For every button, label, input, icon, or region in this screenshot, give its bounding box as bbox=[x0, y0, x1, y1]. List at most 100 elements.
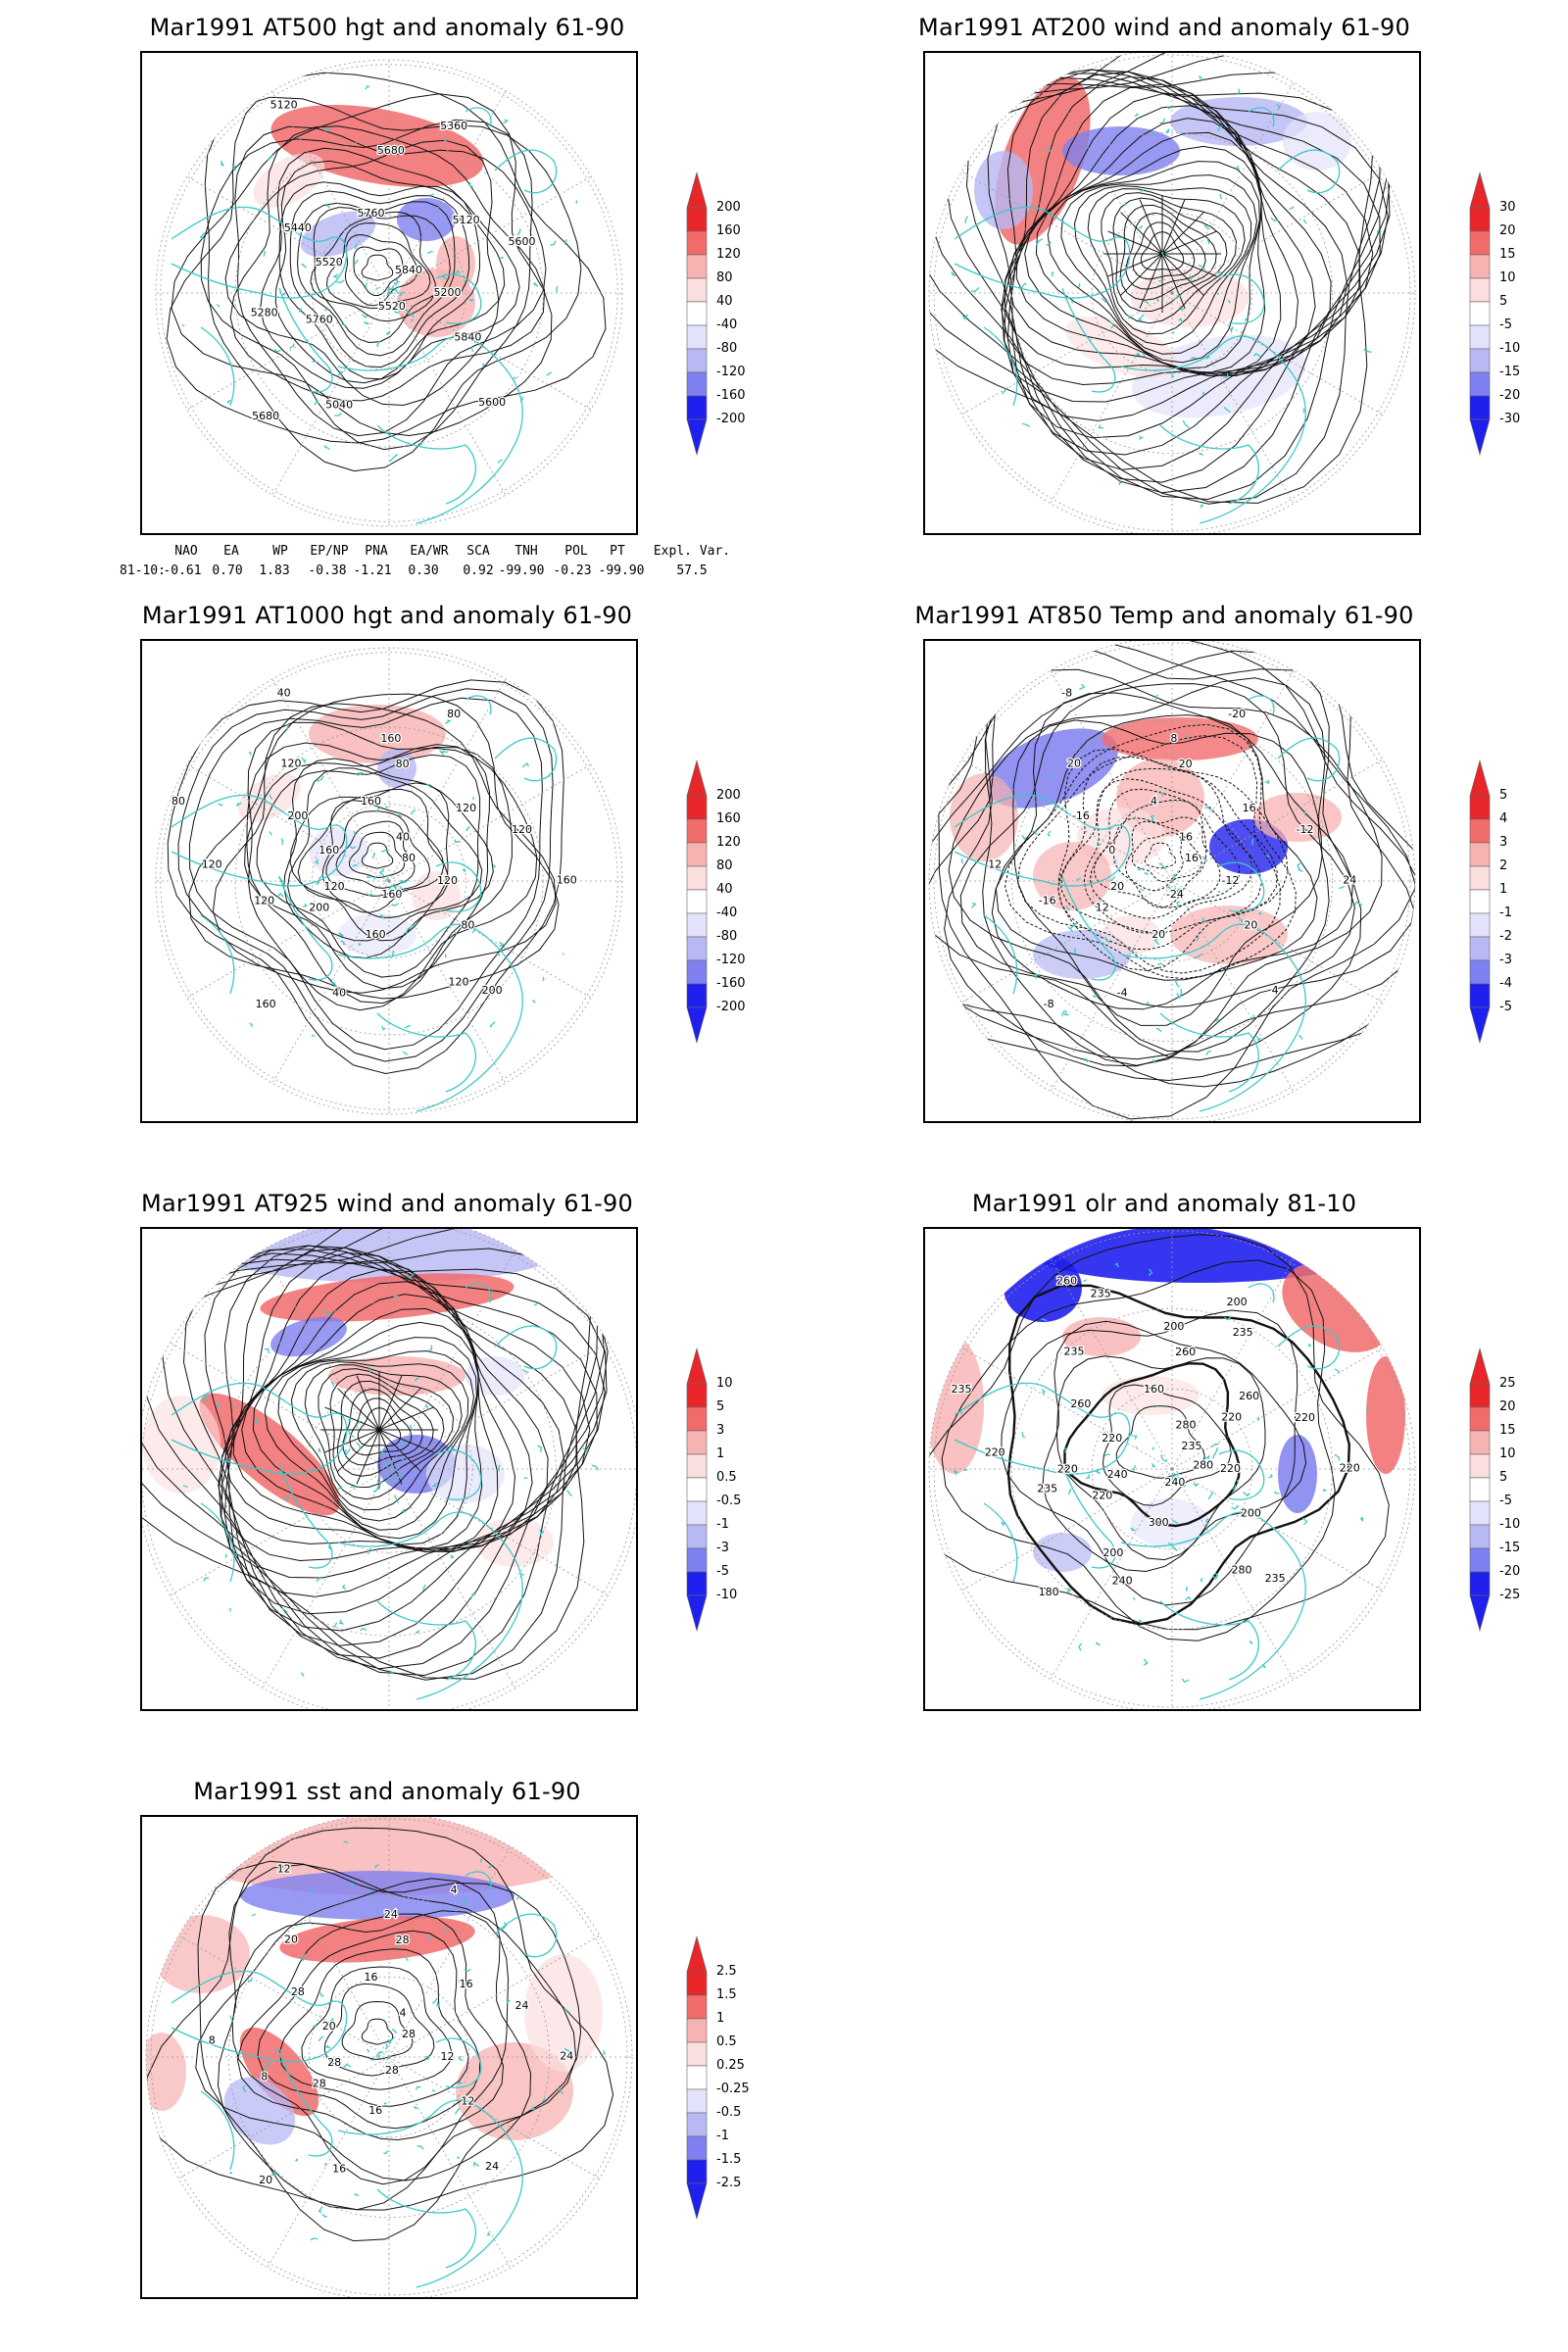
colorbar: 200 160 120 80 40 -40 -80 -120 -160 -200 bbox=[683, 759, 746, 1051]
contour-label: 235 bbox=[1064, 1346, 1085, 1358]
contour-label: 4 bbox=[451, 1884, 458, 1896]
panel-title: Mar1991 sst and anomaly 61-90 bbox=[193, 1778, 581, 1805]
panel-title: Mar1991 AT850 Temp and anomaly 61-90 bbox=[914, 602, 1414, 629]
contour-label: 16 bbox=[1179, 830, 1193, 843]
index-value: -99.90 bbox=[498, 564, 545, 578]
colorbar-label: -20 bbox=[1499, 1564, 1521, 1579]
contour-label: 5120 bbox=[453, 214, 480, 226]
colorbar-label: 200 bbox=[716, 200, 741, 215]
contour-label: 28 bbox=[313, 2078, 326, 2090]
teleconnection-index-table: NAO EA WP EP/NP PNA EA/WR SCA TNH POL PT Expl. Var… bbox=[0, 544, 745, 585]
colorbar-label: 20 bbox=[1499, 223, 1516, 238]
contour-label: 235 bbox=[1091, 1287, 1111, 1299]
contour-label: 5280 bbox=[251, 307, 278, 319]
contour-label: 0 bbox=[1108, 844, 1115, 857]
contour-label: 8 bbox=[1170, 732, 1177, 745]
colorbar-label: 0.25 bbox=[716, 2058, 745, 2073]
colorbar-swatches bbox=[1469, 171, 1491, 457]
colorbar-label: -200 bbox=[716, 1000, 746, 1014]
index-value: -1.21 bbox=[353, 564, 392, 578]
contour-label: 120 bbox=[281, 758, 302, 770]
contour-label: 5680 bbox=[377, 144, 405, 157]
index-value: 0.92 bbox=[463, 564, 494, 578]
colorbar-label: -200 bbox=[716, 412, 746, 426]
lat-lon-grid bbox=[156, 648, 622, 1114]
contour-label: -12 bbox=[1222, 874, 1240, 887]
colorbar-label: 80 bbox=[716, 270, 733, 285]
colorbar: 10 5 3 1 0.5 -0.5 -1 -3 -5 -10 bbox=[683, 1347, 741, 1639]
contour-label: 5760 bbox=[306, 314, 333, 326]
colorbar-label: 3 bbox=[716, 1423, 725, 1438]
contour-label: 28 bbox=[402, 2028, 416, 2040]
colorbar-label: -15 bbox=[1499, 365, 1521, 379]
index-header: PT bbox=[610, 544, 625, 559]
colorbar-label: 10 bbox=[716, 1376, 733, 1391]
contour-label: 220 bbox=[985, 1446, 1005, 1459]
index-values: 81-10: -0.61 0.70 1.83 -0.38 -1.21 0.30 0.92 -9… bbox=[0, 564, 745, 581]
index-value: 57.5 bbox=[676, 564, 708, 578]
contour-label: 280 bbox=[1193, 1459, 1213, 1472]
colorbar-label: -0.25 bbox=[716, 2082, 750, 2096]
contour-label: 240 bbox=[1164, 1476, 1185, 1489]
colorbar-label: 120 bbox=[716, 835, 741, 850]
coastlines bbox=[954, 683, 1363, 1112]
contour-lines bbox=[929, 53, 1392, 505]
index-header: EP/NP bbox=[310, 544, 349, 559]
contour-label: 160 bbox=[361, 795, 381, 808]
contour-label: 5520 bbox=[378, 300, 406, 313]
index-headers: NAO EA WP EP/NP PNA EA/WR SCA TNH POL PT Expl. Var… bbox=[0, 544, 745, 562]
contour-lines bbox=[167, 679, 564, 1075]
contour-label: 120 bbox=[324, 880, 345, 893]
panel-title: Mar1991 AT1000 hgt and anomaly 61-90 bbox=[141, 602, 633, 629]
anomaly-shading bbox=[950, 717, 1342, 979]
colorbar-label: -3 bbox=[1499, 953, 1512, 967]
contour-label: 16 bbox=[1185, 852, 1199, 864]
coastlines bbox=[171, 1272, 599, 1700]
contour-label: 220 bbox=[1220, 1462, 1241, 1475]
contour-label: 8 bbox=[209, 2034, 216, 2047]
contour-label: 235 bbox=[1265, 1572, 1286, 1585]
hemisphere-boundary bbox=[145, 1817, 633, 2297]
colorbar-label: -10 bbox=[1499, 341, 1521, 356]
colorbar-label: -30 bbox=[1499, 412, 1521, 426]
contour-label: 28 bbox=[396, 1934, 410, 1946]
colorbar-label: -4 bbox=[1499, 976, 1512, 991]
contour-label: 4 bbox=[1272, 984, 1279, 997]
colorbar-label: 40 bbox=[716, 294, 733, 309]
coastlines bbox=[171, 1840, 607, 2288]
contour-label: 5440 bbox=[284, 221, 312, 234]
lat-lon-grid bbox=[142, 1229, 636, 1709]
colorbar-label: -10 bbox=[1499, 1517, 1521, 1532]
contour-label: 220 bbox=[1092, 1490, 1112, 1502]
index-header: POL bbox=[564, 544, 588, 559]
contour-label: 20 bbox=[1152, 928, 1165, 941]
contour-label: 180 bbox=[1039, 1586, 1059, 1598]
anomaly-shading bbox=[146, 1817, 603, 2145]
contour-label: 220 bbox=[1102, 1432, 1122, 1445]
contour-label: 40 bbox=[277, 687, 291, 700]
contour-label: 200 bbox=[482, 984, 503, 997]
colorbar-label: 10 bbox=[1499, 1446, 1516, 1461]
colorbar: 200 160 120 80 40 -40 -80 -120 -160 -200 bbox=[683, 171, 746, 463]
polar-map: 5840 5760 5680 5600 5520 5120 5040 5120 5200 5280… bbox=[140, 51, 638, 535]
colorbar-swatches bbox=[686, 171, 708, 457]
polar-map: 16 12 8 4 0 16 -4 -8 -12 -16 -20 -24 -16 -12 -8 4 20 12 16… bbox=[923, 639, 1421, 1123]
contour-label: 24 bbox=[384, 1908, 398, 1921]
coastlines bbox=[171, 695, 564, 1112]
contour-label: 160 bbox=[557, 874, 577, 887]
colorbar-label: -5 bbox=[1499, 1000, 1512, 1014]
index-header: NAO bbox=[174, 544, 198, 559]
colorbar-label: -160 bbox=[716, 388, 746, 403]
colorbar-label: 80 bbox=[716, 858, 733, 873]
colorbar-swatches bbox=[686, 1935, 708, 2221]
colorbar-label: 160 bbox=[716, 811, 741, 826]
colorbar-label: -40 bbox=[716, 906, 738, 920]
colorbar-label: -5 bbox=[716, 1564, 729, 1579]
contour-label: 20 bbox=[1067, 758, 1081, 770]
colorbar-label: -0.5 bbox=[716, 2105, 742, 2120]
index-row-label: 81-10: bbox=[120, 564, 166, 578]
contour-label: 235 bbox=[1037, 1483, 1057, 1495]
contour-label: -8 bbox=[1044, 998, 1054, 1010]
contour-label: 12 bbox=[277, 1863, 291, 1876]
contour-label: 235 bbox=[952, 1383, 972, 1396]
